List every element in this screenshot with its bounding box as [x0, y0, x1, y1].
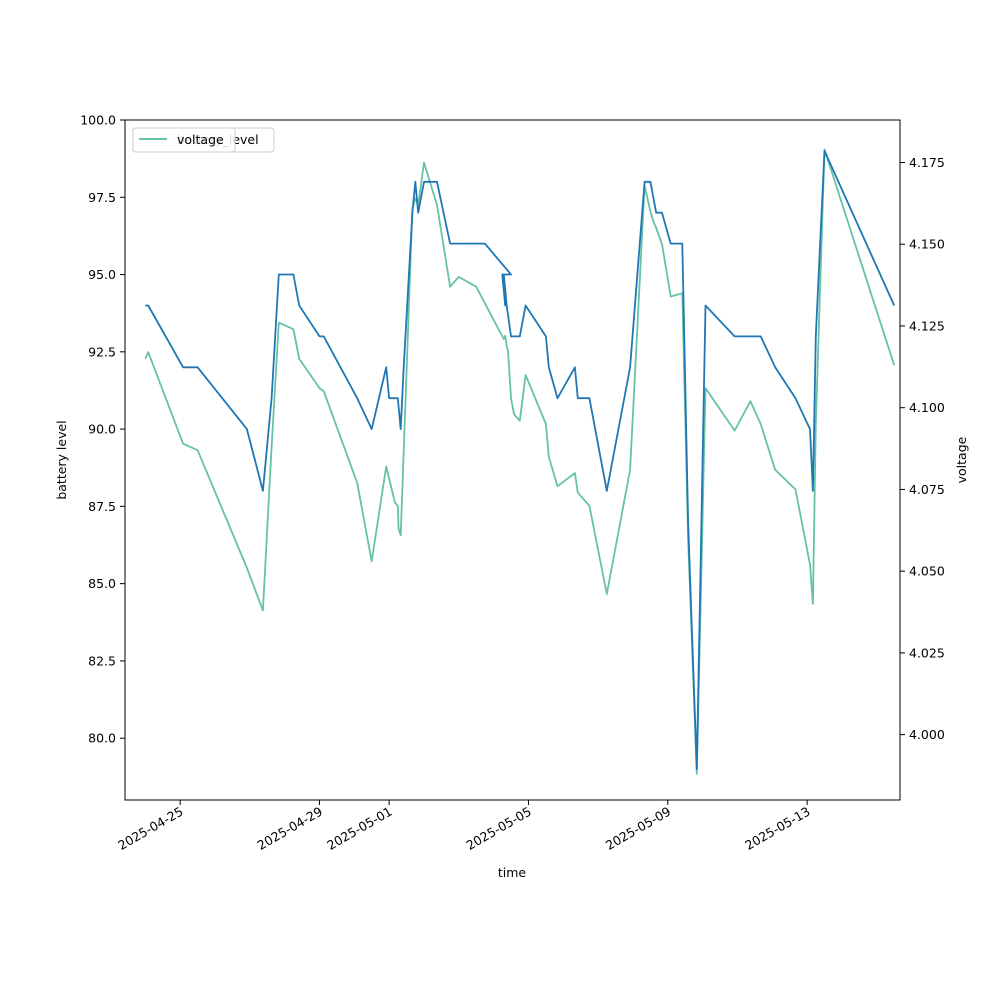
- y-tick-label: 100.0: [80, 113, 116, 128]
- y-tick-label: 82.5: [88, 653, 116, 668]
- x-axis-label: time: [498, 865, 527, 880]
- y-tick-label: 80.0: [88, 731, 116, 746]
- y-axis-left-label: battery level: [54, 420, 69, 499]
- y-tick-label: 85.0: [88, 576, 116, 591]
- y2-tick-label: 4.175: [909, 155, 945, 170]
- y2-tick-label: 4.150: [909, 237, 945, 252]
- y2-tick-label: 4.025: [909, 645, 945, 660]
- y2-tick-label: 4.050: [909, 564, 945, 579]
- y2-tick-label: 4.125: [909, 318, 945, 333]
- y-tick-label: 95.0: [88, 267, 116, 282]
- y2-tick-label: 4.075: [909, 482, 945, 497]
- y-axis-left: 80.0 82.5 85.0 87.5 90.0 92.5 95.0 97.5 100.0: [80, 113, 125, 746]
- y-axis-right: 4.000 4.025 4.050 4.075 4.100 4.125 4.150 4.175: [900, 155, 945, 742]
- y-tick-label: 90.0: [88, 422, 116, 437]
- y2-tick-label: 4.000: [909, 727, 945, 742]
- legend-entry-voltage: voltage: [132, 127, 236, 153]
- y-tick-label: 92.5: [88, 344, 116, 359]
- legend-box: [132, 127, 236, 153]
- y-tick-label: 97.5: [88, 190, 116, 205]
- y-axis-right-label: voltage: [954, 436, 969, 483]
- plot-frame: [124, 119, 901, 801]
- series-layer: [144, 148, 896, 775]
- y-tick-label: 87.5: [88, 499, 116, 514]
- series-line-battery-level: [145, 149, 896, 770]
- legend-label: voltage: [177, 132, 224, 147]
- y2-tick-label: 4.100: [909, 400, 945, 415]
